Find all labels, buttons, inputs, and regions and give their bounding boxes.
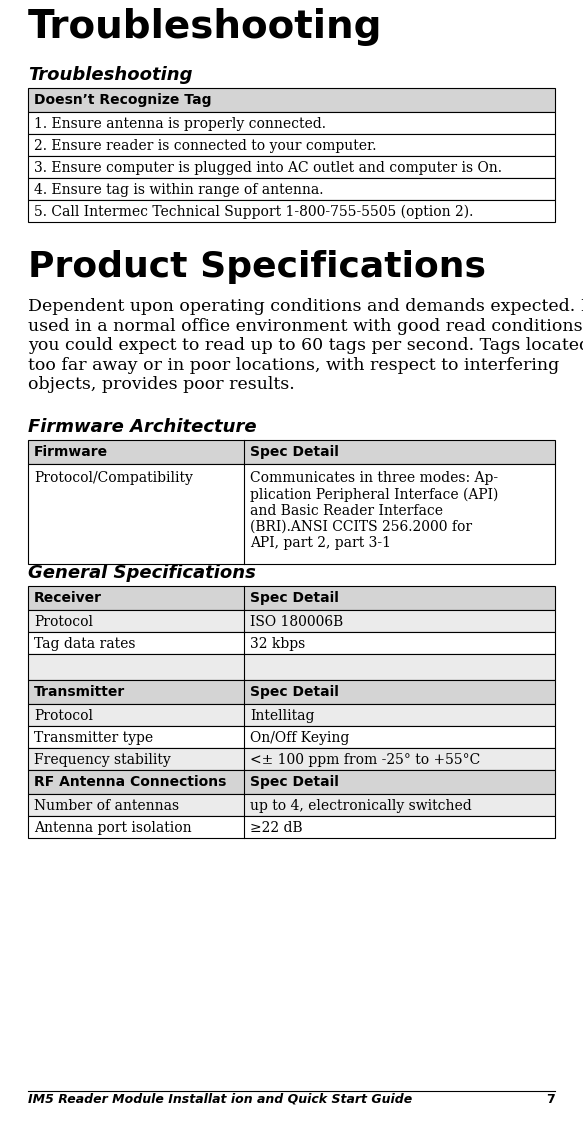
- Text: Number of antennas: Number of antennas: [34, 799, 179, 813]
- Text: 5. Call Intermec Technical Support 1-800-755-5505 (option 2).: 5. Call Intermec Technical Support 1-800…: [34, 205, 473, 219]
- Bar: [28, 610, 555, 632]
- Bar: [28, 586, 555, 610]
- Text: up to 4, electronically switched: up to 4, electronically switched: [250, 799, 472, 813]
- Bar: [28, 726, 555, 749]
- Text: ≥22 dB: ≥22 dB: [250, 821, 303, 835]
- Bar: [28, 178, 555, 200]
- Text: Tag data rates: Tag data rates: [34, 637, 135, 651]
- Text: Spec Detail: Spec Detail: [250, 685, 339, 699]
- Text: Intellitag: Intellitag: [250, 709, 314, 723]
- Text: Communicates in three modes: Ap-
plication Peripheral Interface (API)
and Basic : Communicates in three modes: Ap- plicati…: [250, 471, 498, 550]
- Bar: [28, 134, 555, 156]
- Text: Protocol: Protocol: [34, 615, 93, 629]
- Text: Product Specifications: Product Specifications: [28, 250, 486, 285]
- Text: 7: 7: [546, 1093, 555, 1106]
- Text: Transmitter: Transmitter: [34, 685, 125, 699]
- Text: 4. Ensure tag is within range of antenna.: 4. Ensure tag is within range of antenna…: [34, 183, 324, 196]
- Bar: [28, 770, 555, 794]
- Text: On/Off Keying: On/Off Keying: [250, 730, 349, 745]
- Text: Spec Detail: Spec Detail: [250, 445, 339, 460]
- Text: ISO 180006B: ISO 180006B: [250, 615, 343, 629]
- Text: RF Antenna Connections: RF Antenna Connections: [34, 774, 226, 789]
- Text: <± 100 ppm from -25° to +55°C: <± 100 ppm from -25° to +55°C: [250, 753, 480, 767]
- Bar: [28, 654, 555, 680]
- Text: Receiver: Receiver: [34, 590, 102, 605]
- Text: IM5 Reader Module Installat ion and Quick Start Guide: IM5 Reader Module Installat ion and Quic…: [28, 1093, 412, 1106]
- Bar: [28, 794, 555, 816]
- Text: Firmware: Firmware: [34, 445, 108, 460]
- Bar: [28, 680, 555, 704]
- Bar: [28, 156, 555, 178]
- Text: Transmitter type: Transmitter type: [34, 730, 153, 745]
- Bar: [28, 200, 555, 222]
- Text: Spec Detail: Spec Detail: [250, 774, 339, 789]
- Text: General Specifications: General Specifications: [28, 564, 256, 583]
- Bar: [28, 704, 555, 726]
- Text: Troubleshooting: Troubleshooting: [28, 8, 382, 46]
- Text: Troubleshooting: Troubleshooting: [28, 65, 192, 84]
- Text: Frequency stability: Frequency stability: [34, 753, 171, 767]
- Text: 1. Ensure antenna is properly connected.: 1. Ensure antenna is properly connected.: [34, 117, 326, 131]
- Text: Firmware Architecture: Firmware Architecture: [28, 418, 257, 436]
- Bar: [28, 112, 555, 134]
- Text: Spec Detail: Spec Detail: [250, 590, 339, 605]
- Bar: [28, 816, 555, 838]
- Text: Doesn’t Recognize Tag: Doesn’t Recognize Tag: [34, 93, 212, 107]
- Text: Protocol/Compatibility: Protocol/Compatibility: [34, 471, 193, 485]
- Bar: [28, 749, 555, 770]
- Text: 32 kbps: 32 kbps: [250, 637, 305, 651]
- Bar: [28, 88, 555, 112]
- Text: Antenna port isolation: Antenna port isolation: [34, 821, 192, 835]
- Bar: [28, 632, 555, 654]
- Text: 3. Ensure computer is plugged into AC outlet and computer is On.: 3. Ensure computer is plugged into AC ou…: [34, 161, 502, 175]
- Text: 2. Ensure reader is connected to your computer.: 2. Ensure reader is connected to your co…: [34, 139, 377, 154]
- Bar: [28, 464, 555, 564]
- Bar: [28, 440, 555, 464]
- Text: Protocol: Protocol: [34, 709, 93, 723]
- Text: Dependent upon operating conditions and demands expected. If
used in a normal of: Dependent upon operating conditions and …: [28, 298, 583, 393]
